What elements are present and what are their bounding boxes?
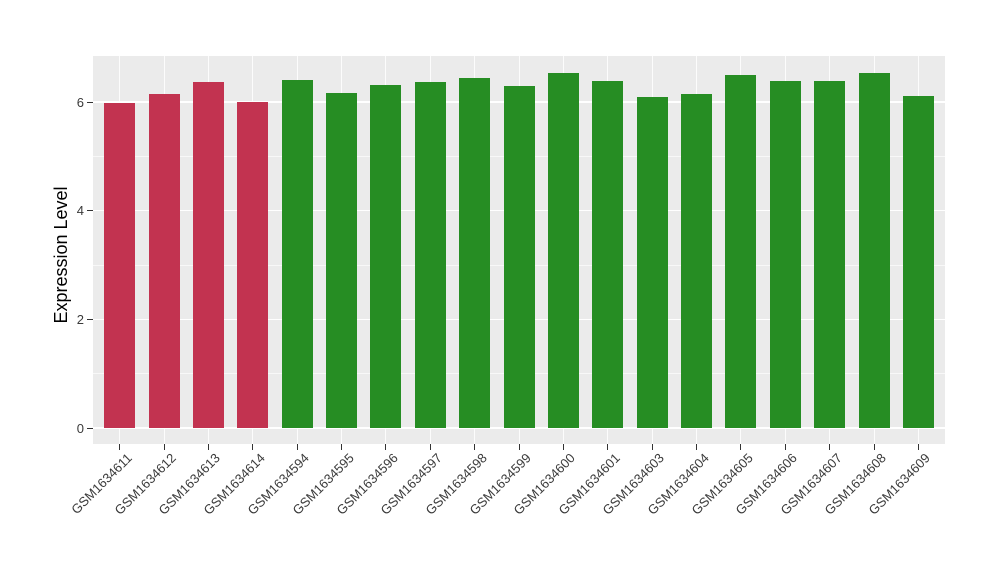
- plot-panel: [93, 56, 945, 444]
- x-tick-mark: [518, 444, 520, 450]
- x-tick-mark: [163, 444, 165, 450]
- x-tick-mark: [696, 444, 697, 450]
- x-tick-mark: [474, 444, 476, 450]
- y-tick-label: 4: [76, 203, 84, 219]
- bar-GSM1634594: [281, 80, 313, 428]
- bar-GSM1634605: [725, 75, 757, 428]
- y-tick-mark: [87, 318, 93, 320]
- y-tick-label: 2: [76, 311, 84, 327]
- bar-GSM1634612: [148, 94, 180, 428]
- y-tick-mark: [87, 210, 93, 212]
- x-tick-mark: [207, 444, 209, 450]
- bar-GSM1634607: [814, 81, 846, 428]
- bar-GSM1634608: [858, 73, 890, 428]
- x-category-label: GSM1634609: [865, 450, 934, 518]
- x-tick-mark: [429, 444, 431, 450]
- x-tick-mark: [296, 444, 298, 450]
- x-tick-mark: [829, 444, 831, 450]
- y-tick-label: 0: [76, 420, 84, 436]
- bar-GSM1634611: [104, 103, 136, 428]
- x-tick-mark: [917, 444, 919, 450]
- bar-GSM1634604: [681, 93, 712, 428]
- bar-GSM1634599: [503, 86, 535, 428]
- bar-GSM1634609: [902, 95, 934, 428]
- bar-GSM1634597: [414, 82, 446, 428]
- x-tick-mark: [873, 444, 875, 450]
- bar-GSM1634606: [769, 80, 801, 428]
- y-tick-mark: [87, 427, 93, 429]
- x-tick-mark: [385, 444, 387, 450]
- bar-GSM1634614: [237, 102, 269, 428]
- x-tick-mark: [740, 444, 742, 450]
- x-tick-mark: [341, 444, 342, 450]
- x-tick-mark: [252, 444, 254, 450]
- x-tick-mark: [784, 444, 786, 450]
- bar-GSM1634603: [636, 96, 668, 428]
- bar-GSM1634613: [192, 81, 224, 428]
- x-tick-mark: [651, 444, 653, 450]
- bar-GSM1634596: [370, 85, 402, 428]
- y-axis-title: Expression Level: [51, 186, 71, 324]
- y-tick-label: 6: [76, 94, 84, 110]
- bar-GSM1634601: [592, 80, 624, 428]
- bar-GSM1634600: [547, 73, 579, 428]
- x-tick-mark: [562, 444, 564, 450]
- bar-GSM1634595: [326, 92, 357, 428]
- bar-GSM1634598: [459, 78, 491, 428]
- y-tick-mark: [87, 101, 93, 103]
- x-tick-mark: [607, 444, 609, 450]
- x-tick-mark: [119, 444, 121, 450]
